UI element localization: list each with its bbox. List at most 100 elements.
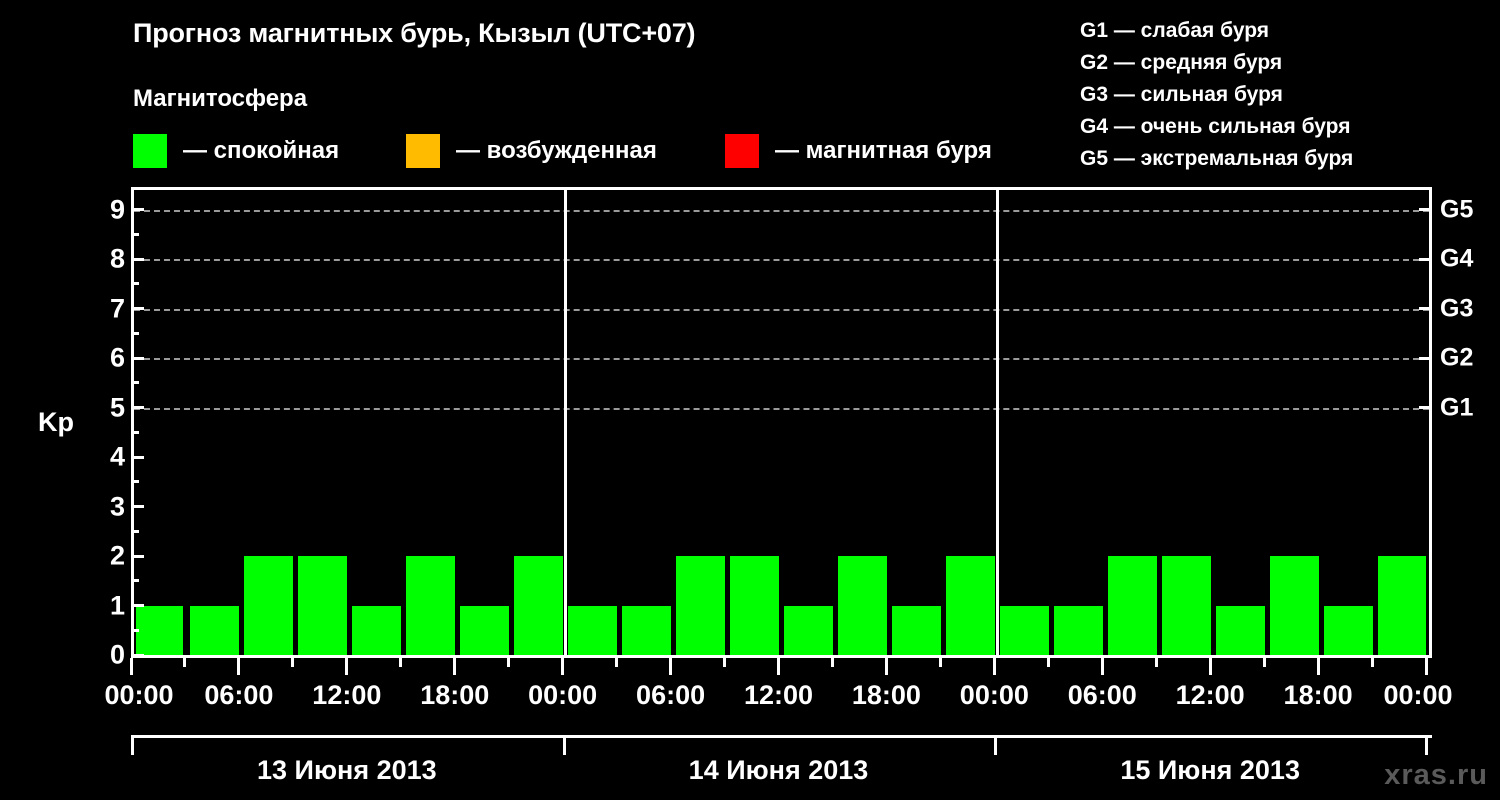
bar: [784, 605, 833, 655]
g-tick-g3: [1419, 307, 1432, 311]
x-tick-label: 00:00: [959, 680, 1029, 710]
plot-area: [131, 187, 1432, 658]
bar: [730, 556, 779, 655]
y-tick-minor: [131, 529, 139, 533]
g-tick-label-g1: G1: [1440, 393, 1474, 422]
y-tick-minor: [131, 579, 139, 583]
legend-entry-quiet: — спокойная: [133, 134, 339, 168]
y-tick-minor: [131, 331, 139, 335]
y-tick-4: [131, 455, 144, 459]
x-tick-major: [345, 658, 349, 675]
g-tick-g4: [1419, 257, 1432, 261]
bar: [1161, 556, 1211, 655]
x-tick-label: 12:00: [1175, 680, 1245, 710]
x-tick-label: 18:00: [420, 680, 490, 710]
x-tick-major: [669, 658, 673, 675]
y-tick-0: [131, 653, 144, 657]
y-tick-label-0: 0: [109, 639, 125, 670]
magnetosphere-heading: Магнитосфера: [133, 85, 308, 112]
bar: [514, 556, 564, 655]
y-tick-minor: [131, 381, 139, 385]
date-label: 14 Июня 2013: [688, 755, 869, 785]
gridline-kp-6: [134, 358, 1429, 361]
legend-label-unsettled: — возбужденная: [456, 137, 657, 164]
x-tick-label: 18:00: [1283, 680, 1353, 710]
red-square-icon: [725, 134, 759, 168]
g-tick-g2: [1419, 356, 1432, 360]
gridline-kp-5: [134, 407, 1429, 410]
page-title: Прогноз магнитных бурь, Кызыл (UTC+07): [133, 18, 696, 48]
x-tick-major: [884, 658, 888, 675]
x-tick-label: 00:00: [104, 680, 174, 710]
x-tick-major: [561, 658, 565, 675]
x-axis: 00:00 06:00 12:00 18:00 00:00 06:00 12:00 18:00…: [104, 658, 1453, 718]
bar: [1323, 605, 1373, 655]
y-tick-minor: [131, 282, 139, 286]
y-tick-label-2: 2: [109, 540, 125, 571]
x-tick-minor: [1370, 658, 1374, 667]
bar: [460, 605, 510, 655]
x-tick-major: [777, 658, 780, 675]
y-tick-minor: [131, 430, 139, 434]
x-tick-major: [1316, 658, 1320, 675]
y-tick-1: [131, 604, 144, 608]
y-tick-3: [131, 505, 144, 509]
gscale-row-g3: G3 — сильная буря: [1080, 83, 1283, 106]
date-label: 15 Июня 2013: [1120, 755, 1300, 785]
legend-entry-unsettled: — возбужденная: [406, 134, 657, 168]
x-tick-minor: [399, 658, 403, 667]
y-tick-label-7: 7: [109, 293, 125, 324]
x-tick-label: 06:00: [636, 680, 706, 710]
plot-inner: [134, 190, 1429, 655]
y-tick-minor: [131, 233, 139, 237]
legend-entry-storm: — магнитная буря: [725, 134, 992, 168]
green-square-icon: [133, 134, 167, 168]
x-tick-minor: [938, 658, 942, 667]
g-tick-g5: [1419, 208, 1432, 212]
x-tick-major: [992, 658, 996, 675]
bar: [837, 556, 887, 655]
y-tick-label-1: 1: [109, 590, 125, 621]
bar: [945, 556, 995, 655]
bar: [190, 605, 240, 655]
x-tick-minor: [830, 658, 834, 667]
day-divider: [995, 190, 999, 655]
gscale-row-g1: G1 — слабая буря: [1080, 19, 1270, 42]
y-tick-label-5: 5: [109, 392, 125, 423]
y-tick-label-4: 4: [109, 441, 125, 472]
x-tick-major: [1424, 658, 1428, 675]
y-tick-6: [131, 356, 144, 360]
bar: [1269, 556, 1319, 655]
x-tick-label: 06:00: [204, 680, 274, 710]
gscale-row-g4: G4 — очень сильная буря: [1080, 115, 1351, 138]
gridline-kp-9: [134, 209, 1429, 212]
date-bracket-tick: [994, 735, 998, 755]
date-bracket-tick: [562, 735, 566, 755]
x-tick-label: 18:00: [851, 680, 921, 710]
x-tick-minor: [183, 658, 187, 667]
bar: [891, 605, 941, 655]
legend-label-storm: — магнитная буря: [775, 137, 992, 164]
y-tick-5: [131, 406, 144, 410]
bar: [136, 605, 183, 655]
y-tick-label-8: 8: [109, 243, 125, 274]
g-tick-label-g3: G3: [1440, 294, 1474, 323]
bar: [622, 605, 672, 655]
y-tick-minor: [131, 628, 139, 632]
bar: [1107, 556, 1157, 655]
x-tick-label: 06:00: [1067, 680, 1137, 710]
orange-square-icon: [406, 134, 440, 168]
gscale-row-g5: G5 — экстремальная буря: [1080, 147, 1354, 170]
y-tick-7: [131, 307, 144, 311]
y-tick-minor: [131, 480, 139, 484]
x-tick-major: [129, 658, 133, 675]
x-tick-minor: [1046, 658, 1050, 667]
g-tick-g1: [1419, 406, 1432, 410]
y-tick-9: [131, 208, 144, 212]
date-axis: 13 Июня 2013 14 Июня 2013 15 Июня 2013: [131, 735, 1432, 795]
y-tick-label-6: 6: [109, 342, 125, 373]
bar: [568, 605, 618, 655]
bar: [1377, 556, 1427, 655]
x-tick-label: 00:00: [1383, 680, 1453, 710]
y-tick-2: [131, 554, 144, 558]
